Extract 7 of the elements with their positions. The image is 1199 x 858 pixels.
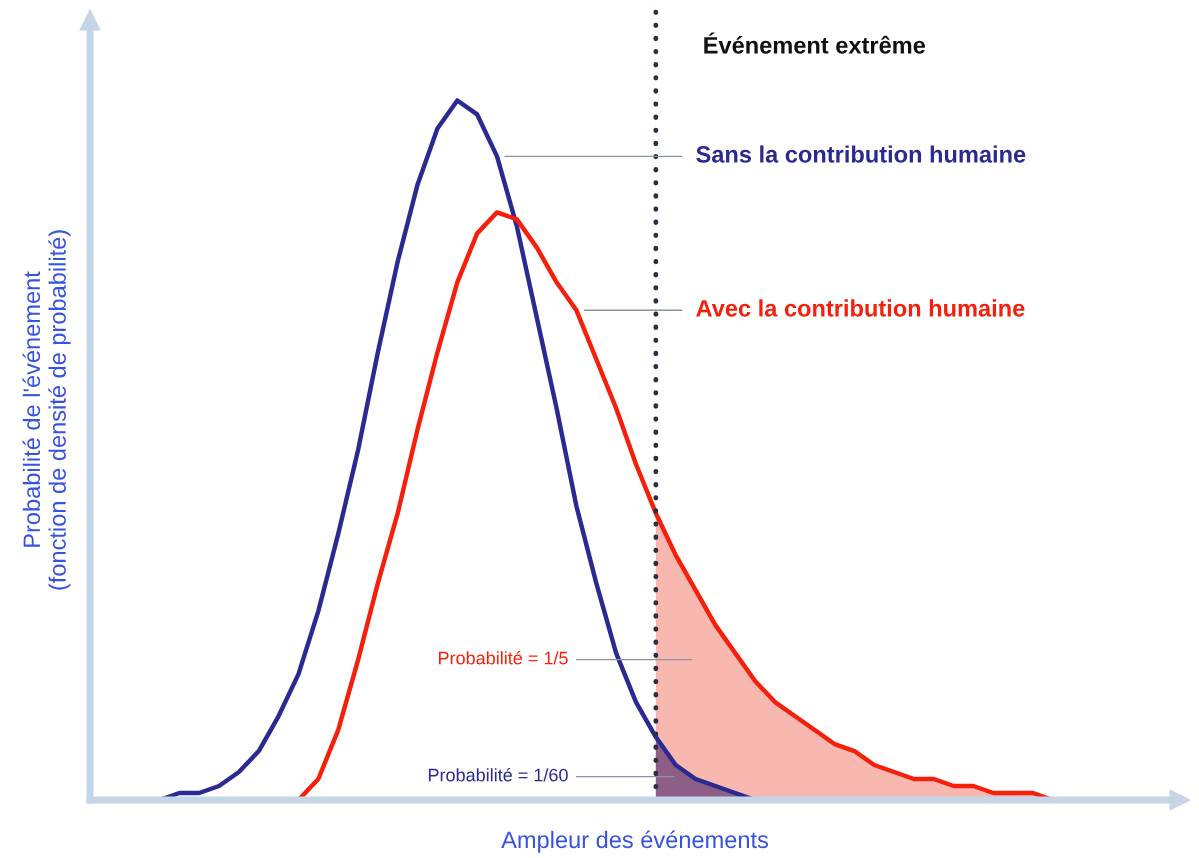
annotation: Probabilité = 1/60 [428, 767, 568, 782]
text: Avec la contribution humaine [696, 299, 1025, 317]
annotation: Probabilité = 1/5 [438, 650, 568, 665]
text: Événement extrême [704, 32, 926, 54]
x-axis-title: Ampleur des événements [501, 830, 769, 853]
text: Sans la contribution humaine [696, 145, 1026, 163]
y-axis-title: Probabilité de l'événement (fonction de densité de probabilité) [22, 230, 71, 590]
